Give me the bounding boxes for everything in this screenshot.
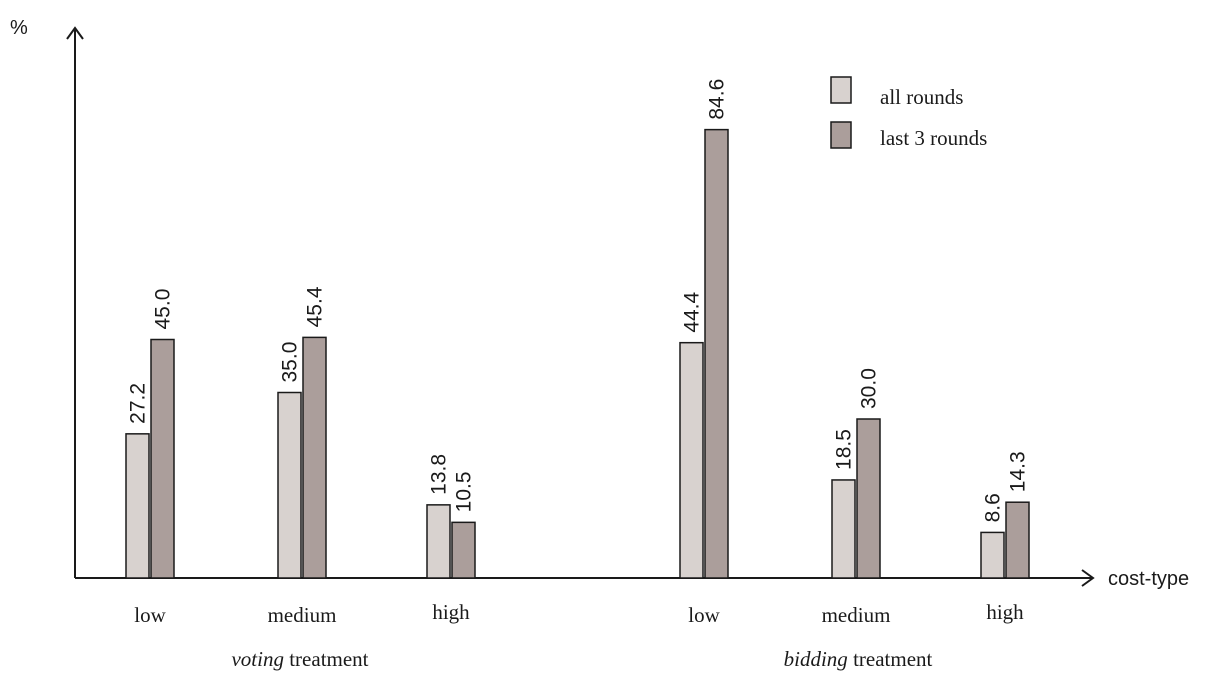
category-label-3: low bbox=[688, 603, 720, 627]
value-label-last-3-rounds-5: 14.3 bbox=[1007, 451, 1030, 492]
value-label-all-rounds-3: 44.4 bbox=[681, 291, 704, 332]
legend: all rounds last 3 rounds bbox=[830, 76, 987, 150]
bar-all-rounds-3 bbox=[679, 341, 704, 579]
value-label-last-3-rounds-3: 84.6 bbox=[706, 79, 729, 120]
bars-layer bbox=[125, 128, 1030, 579]
value-label-all-rounds-0: 27.2 bbox=[127, 383, 150, 424]
value-label-all-rounds-2: 13.8 bbox=[428, 454, 451, 495]
group-label-voting-rest: treatment bbox=[284, 647, 369, 671]
group-label-bidding-rest: treatment bbox=[848, 647, 933, 671]
bar-last-3-rounds-1 bbox=[302, 336, 327, 579]
bar-all-rounds-5 bbox=[980, 531, 1005, 579]
y-axis-label: % bbox=[10, 17, 28, 39]
bar-last-3-rounds-2 bbox=[451, 521, 476, 579]
category-label-1: medium bbox=[268, 603, 337, 627]
bar-all-rounds-4 bbox=[831, 479, 856, 579]
bar-last-3-rounds-5 bbox=[1005, 501, 1030, 579]
category-label-5: high bbox=[986, 600, 1024, 624]
bar-all-rounds-2 bbox=[426, 504, 451, 579]
legend-label-last-3-rounds: last 3 rounds bbox=[880, 126, 987, 150]
category-labels-layer: low medium high low medium high bbox=[134, 600, 1024, 627]
legend-swatch-last-3-rounds bbox=[830, 121, 852, 149]
value-label-all-rounds-1: 35.0 bbox=[279, 342, 302, 383]
value-labels-layer: 27.2 45.0 35.045.4 13.8 10.5 44.4 84.6 18.530.0… bbox=[127, 79, 1030, 523]
x-axis-label: cost-type bbox=[1108, 568, 1189, 590]
legend-label-all-rounds: all rounds bbox=[880, 85, 963, 109]
category-label-2: high bbox=[432, 600, 470, 624]
x-axis-arrow-icon bbox=[1081, 569, 1095, 587]
value-label-last-3-rounds-4: 30.0 bbox=[858, 368, 881, 409]
legend-swatch-all-rounds bbox=[830, 76, 852, 104]
bar-all-rounds-1 bbox=[277, 391, 302, 579]
category-label-4: medium bbox=[822, 603, 891, 627]
value-label-all-rounds-5: 8.6 bbox=[982, 493, 1005, 522]
bar-last-3-rounds-0 bbox=[150, 338, 175, 579]
value-label-last-3-rounds-1: 45.4 bbox=[304, 286, 327, 327]
y-axis-arrow-icon bbox=[66, 26, 84, 40]
bar-last-3-rounds-4 bbox=[856, 418, 881, 579]
bar-last-3-rounds-3 bbox=[704, 128, 729, 579]
group-label-voting: voting treatment bbox=[231, 647, 368, 671]
bar-all-rounds-0 bbox=[125, 433, 150, 579]
group-label-bidding-em: bidding bbox=[784, 647, 848, 671]
value-label-last-3-rounds-0: 45.0 bbox=[152, 289, 175, 330]
value-label-all-rounds-4: 18.5 bbox=[833, 429, 856, 470]
group-label-bidding: bidding treatment bbox=[784, 647, 933, 671]
category-label-0: low bbox=[134, 603, 166, 627]
value-label-last-3-rounds-2: 10.5 bbox=[453, 471, 476, 512]
group-label-voting-em: voting bbox=[231, 647, 284, 671]
